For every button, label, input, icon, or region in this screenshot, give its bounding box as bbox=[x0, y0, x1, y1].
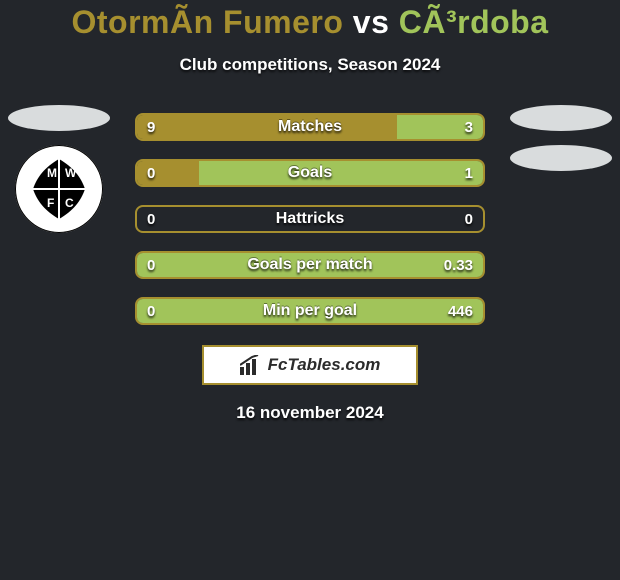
bar-fill-player2 bbox=[199, 161, 483, 185]
bar-fill-player2 bbox=[137, 253, 483, 277]
page-title: OtormÃn Fumero vs CÃ³rdoba bbox=[0, 4, 620, 41]
bar-label: Hattricks bbox=[137, 207, 483, 231]
bar-fill-player1 bbox=[137, 115, 397, 139]
title-player1: OtormÃn Fumero bbox=[71, 4, 343, 40]
stat-bar-row: 01Goals bbox=[135, 159, 485, 187]
brand-box: FcTables.com bbox=[202, 345, 418, 385]
badge-letter: F bbox=[47, 196, 54, 210]
stat-bars: 93Matches 01Goals 0 0Hattricks 00.33Goals pe… bbox=[135, 113, 485, 325]
bar-value-player2: 0 bbox=[465, 207, 473, 231]
stat-bar-row: 93Matches bbox=[135, 113, 485, 141]
chart-area: M W F C 93Matches 01Goals 0 0Hattricks 00.33… bbox=[0, 113, 620, 423]
badge-letter: W bbox=[65, 166, 77, 180]
bar-value-player1: 0 bbox=[147, 207, 155, 231]
badge-letter: M bbox=[47, 166, 57, 180]
comparison-infographic: OtormÃn Fumero vs CÃ³rdoba Club competit… bbox=[0, 0, 620, 580]
player1-club-badge: M W F C bbox=[15, 145, 103, 233]
soccer-ball-icon: M W F C bbox=[23, 153, 95, 225]
bar-fill-player2 bbox=[397, 115, 484, 139]
title-player2: CÃ³rdoba bbox=[399, 4, 549, 40]
player2-pill-icon bbox=[510, 105, 612, 131]
title-vs: vs bbox=[353, 4, 390, 40]
player2-club-pill-icon bbox=[510, 145, 612, 171]
bar-chart-icon bbox=[240, 355, 262, 375]
stat-bar-row: 00.33Goals per match bbox=[135, 251, 485, 279]
bar-fill-player2 bbox=[137, 299, 483, 323]
subtitle: Club competitions, Season 2024 bbox=[0, 55, 620, 75]
brand-text: FcTables.com bbox=[268, 355, 381, 375]
badge-letter: C bbox=[65, 196, 74, 210]
stat-bar-row: 0446Min per goal bbox=[135, 297, 485, 325]
left-side-column: M W F C bbox=[4, 105, 114, 233]
bar-fill-player1 bbox=[137, 161, 199, 185]
date-text: 16 november 2024 bbox=[0, 403, 620, 423]
stat-bar-row: 0 0Hattricks bbox=[135, 205, 485, 233]
player1-pill-icon bbox=[8, 105, 110, 131]
right-side-column bbox=[506, 105, 616, 171]
